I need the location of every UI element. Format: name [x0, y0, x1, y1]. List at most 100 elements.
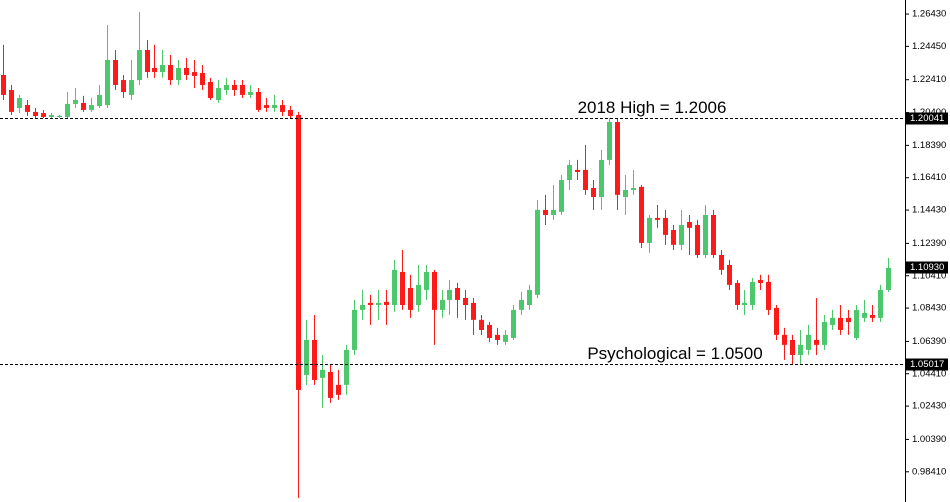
- candle-body: [352, 309, 357, 350]
- candle-body: [647, 217, 652, 243]
- candle-body: [679, 224, 684, 245]
- price-label-box: [906, 112, 948, 125]
- candle-body: [288, 109, 293, 116]
- candle-body: [192, 72, 197, 76]
- candle-body: [806, 334, 811, 350]
- candle-body: [336, 384, 341, 395]
- price-label-box: [906, 358, 948, 371]
- candle-body: [543, 209, 548, 215]
- candle-body: [583, 169, 588, 190]
- candle-body: [607, 122, 612, 160]
- candle-body: [384, 301, 389, 305]
- candle-body: [631, 188, 636, 190]
- y-tick-label: 1.02430: [912, 401, 946, 412]
- candle-body: [758, 279, 763, 283]
- candle-body: [200, 73, 205, 85]
- candle-body: [344, 349, 349, 385]
- candle-body: [479, 319, 484, 330]
- candle-body: [137, 49, 142, 81]
- candle-body: [240, 84, 245, 95]
- candle-body: [878, 289, 883, 318]
- candle-body: [495, 334, 500, 340]
- candle-body: [216, 88, 221, 100]
- candle-body: [17, 98, 22, 108]
- candle-body: [416, 284, 421, 305]
- candle-body: [886, 267, 891, 290]
- y-tick-label: 1.18390: [912, 140, 946, 151]
- current-price-box: [906, 261, 948, 274]
- candle-body: [655, 217, 660, 220]
- candle-body: [575, 169, 580, 173]
- candle-body: [463, 297, 468, 305]
- y-tick-label: 1.12390: [912, 238, 946, 249]
- candle-body: [846, 317, 851, 322]
- candle-body: [455, 288, 460, 300]
- candle-body: [447, 289, 452, 300]
- candle-body: [719, 255, 724, 270]
- candle-body: [695, 224, 700, 256]
- price-line-annotation: 2018 High = 1.2006: [578, 98, 727, 117]
- candle-body: [368, 302, 373, 305]
- candle-body: [360, 304, 365, 310]
- y-tick-label: 1.14430: [912, 205, 946, 216]
- candle-body: [766, 281, 771, 310]
- candle-body: [1, 74, 6, 95]
- candle-body: [671, 230, 676, 245]
- candle-body: [113, 59, 118, 85]
- y-tick-label: 1.22410: [912, 74, 946, 85]
- candle-body: [727, 264, 732, 285]
- candle-body: [304, 339, 309, 375]
- candle-body: [774, 307, 779, 335]
- candle-body: [814, 339, 819, 345]
- candle-body: [57, 115, 62, 117]
- price-line-annotation: Psychological = 1.0500: [587, 344, 762, 363]
- candle-body: [551, 209, 556, 215]
- candle-body: [750, 281, 755, 305]
- candle-body: [798, 344, 803, 355]
- current-price-label: 1.10930: [910, 262, 944, 273]
- candle-body: [623, 189, 628, 198]
- candle-body: [639, 186, 644, 243]
- candle-body: [81, 102, 86, 110]
- candle-body: [400, 271, 405, 305]
- candle-body: [822, 321, 827, 345]
- candle-body: [105, 59, 110, 106]
- candle-body: [152, 67, 157, 73]
- candle-body: [272, 105, 277, 108]
- candle-body: [830, 317, 835, 325]
- candle-body: [328, 371, 333, 398]
- candle-body: [735, 282, 740, 305]
- candle-body: [503, 334, 508, 342]
- candle-body: [663, 217, 668, 235]
- candle-body: [129, 80, 134, 95]
- candle-body: [615, 122, 620, 195]
- candle-body: [232, 84, 237, 91]
- candle-body: [73, 99, 78, 104]
- candle-body: [487, 324, 492, 338]
- candle-body: [424, 271, 429, 290]
- price-label: 1.05017: [910, 359, 944, 370]
- candle-body: [89, 105, 94, 110]
- y-tick-label: 1.04410: [912, 368, 946, 379]
- candle-body: [160, 65, 165, 73]
- candle-body: [535, 209, 540, 295]
- candle-body: [838, 317, 843, 330]
- candle-body: [208, 82, 213, 99]
- y-tick-label: 0.98410: [912, 466, 946, 477]
- candle-body: [376, 302, 381, 305]
- candle-body: [145, 49, 150, 73]
- candle-body: [33, 111, 38, 116]
- y-tick-label: 1.00390: [912, 434, 946, 445]
- y-tick-label: 1.10410: [912, 270, 946, 281]
- candle-body: [9, 90, 14, 112]
- candle-body: [687, 222, 692, 228]
- y-tick-label: 1.16410: [912, 172, 946, 183]
- candle-body: [854, 309, 859, 338]
- candle-body: [742, 302, 747, 305]
- candle-body: [168, 65, 173, 81]
- candle-body: [471, 302, 476, 320]
- candle-body: [862, 312, 867, 318]
- candle-body: [176, 67, 181, 81]
- candle-body: [248, 91, 253, 95]
- candle-body: [440, 299, 445, 310]
